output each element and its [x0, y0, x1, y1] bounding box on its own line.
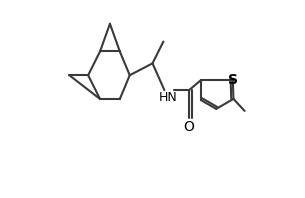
Text: HN: HN [159, 91, 177, 104]
Text: S: S [228, 73, 238, 87]
Text: O: O [184, 120, 195, 134]
